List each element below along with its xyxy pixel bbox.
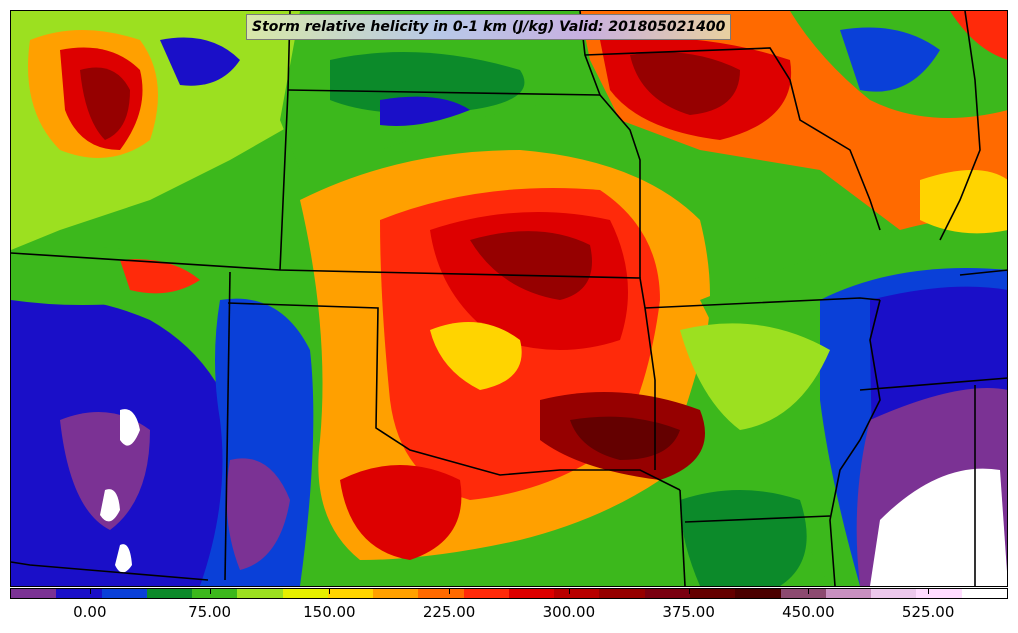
- colorbar-tick-label: 0.00: [73, 603, 107, 621]
- colorbar-segment: [599, 589, 645, 598]
- colorbar-segment: [101, 589, 147, 598]
- colorbar-segment: [327, 589, 374, 598]
- colorbar-segment: [554, 589, 600, 598]
- colorbar-segment: [825, 589, 872, 598]
- colorbar-tick-mark: [209, 588, 211, 594]
- colorbar-tick-label: 525.00: [901, 603, 955, 621]
- colorbar-segment: [373, 589, 419, 598]
- colorbar-tick-label: 375.00: [662, 603, 715, 621]
- colorbar-ticks: 0.00 75.00 150.00 225.00 300.00 375.00 450.00 5…: [10, 588, 1008, 628]
- colorbar-tick-label: 300.00: [542, 603, 596, 621]
- colorbar: [10, 588, 1008, 599]
- colorbar-segment: [418, 589, 464, 598]
- colorbar-tick-mark: [808, 588, 810, 594]
- colorbar-segment: [735, 589, 781, 598]
- colorbar-segment: [871, 589, 917, 598]
- colorbar-tick-mark: [688, 588, 690, 594]
- state-borders: [10, 10, 1009, 587]
- colorbar-tick-label: 225.00: [422, 603, 476, 621]
- colorbar-segment: [192, 589, 238, 598]
- colorbar-tick-label: 450.00: [782, 603, 835, 621]
- colorbar-tick-mark: [329, 588, 331, 594]
- colorbar-segment: [463, 589, 509, 598]
- colorbar-segment: [916, 589, 962, 598]
- colorbar-segment: [644, 589, 690, 598]
- colorbar-segment: [508, 589, 555, 598]
- colorbar-segment: [146, 589, 193, 598]
- colorbar-segment: [237, 589, 283, 598]
- colorbar-tick-mark: [928, 588, 930, 594]
- colorbar-segment: [56, 589, 102, 598]
- colorbar-tick-mark: [449, 588, 451, 594]
- colorbar-tick-label: 75.00: [188, 603, 232, 621]
- map-title: Storm relative helicity in 0-1 km (J/kg)…: [246, 14, 732, 40]
- colorbar-segment: [689, 589, 736, 598]
- colorbar-tick-mark: [89, 588, 91, 594]
- colorbar-segment: [961, 589, 1007, 598]
- colorbar-tick-label: 150.00: [303, 603, 356, 621]
- colorbar-segment: [282, 589, 328, 598]
- colorbar-segment: [11, 589, 57, 598]
- colorbar-tick-mark: [568, 588, 570, 594]
- colorbar-segment: [780, 589, 826, 598]
